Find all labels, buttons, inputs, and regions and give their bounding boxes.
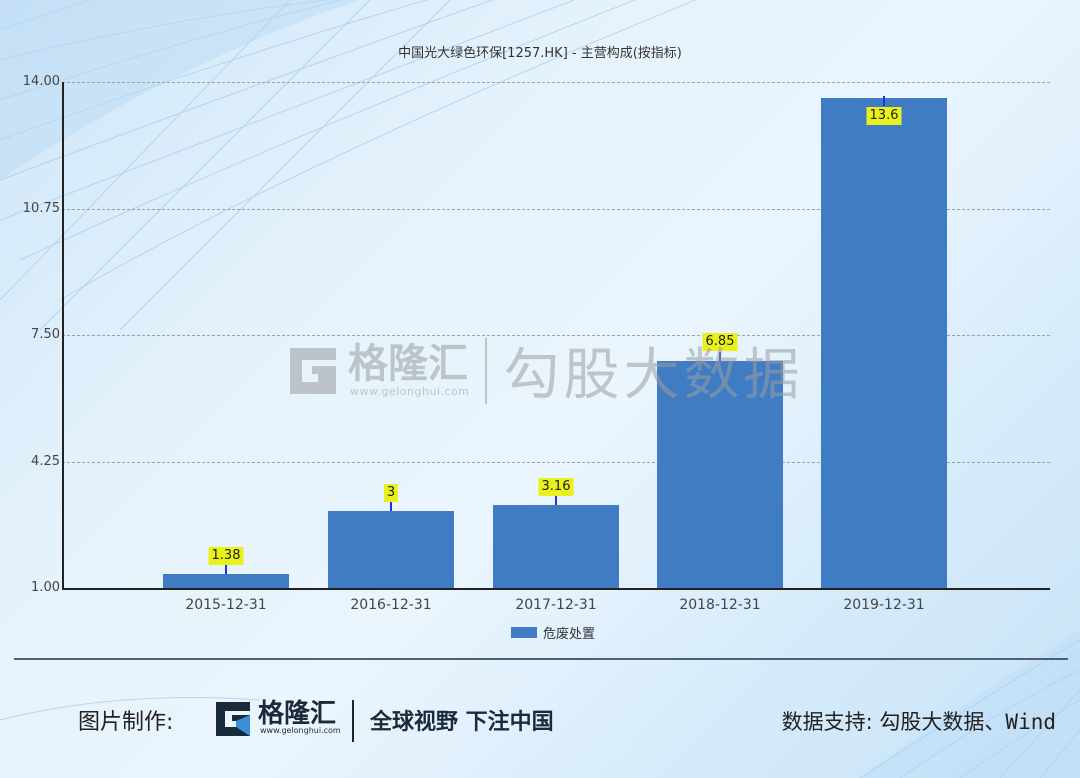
x-tick-label: 2017-12-31 (515, 597, 597, 613)
label-pointer (883, 96, 885, 106)
legend-swatch (511, 627, 537, 638)
gridline-14 (62, 82, 1050, 83)
footer-logo: 格隆汇 www.gelonghui.com (214, 700, 341, 738)
y-tick-label: 4.25 (31, 454, 60, 469)
x-tick-label: 2019-12-31 (843, 597, 925, 613)
label-pointer (225, 565, 227, 574)
label-pointer (719, 352, 721, 361)
y-axis (62, 82, 64, 590)
bar-2018[interactable] (657, 361, 783, 589)
footer-logo-url: www.gelonghui.com (260, 726, 341, 735)
gridline-4-25 (62, 462, 1050, 463)
data-label-2015: 1.38 (208, 547, 244, 565)
data-label-2017: 3.16 (538, 478, 574, 496)
y-tick-label: 14.00 (22, 74, 60, 89)
y-tick-label: 7.50 (31, 327, 60, 342)
watermark-url: www.gelonghui.com (350, 385, 470, 398)
data-label-2016: 3 (383, 484, 399, 502)
x-tick-label: 2015-12-31 (185, 597, 267, 613)
footer: 图片制作: 格隆汇 www.gelonghui.com 全球视野 下注中国 数据… (0, 700, 1080, 742)
watermark-separator (485, 337, 488, 404)
source-label: 数据支持: (781, 710, 873, 734)
watermark-text: 勾股大数据 (503, 343, 804, 408)
bar-2016[interactable] (328, 511, 454, 589)
footer-maker-label: 图片制作: (78, 710, 174, 735)
footer-divider (14, 658, 1068, 660)
x-axis (62, 588, 1050, 590)
source-cn: 勾股大数据、 (879, 710, 1006, 734)
data-label-2019: 13.6 (866, 107, 902, 125)
plot-area: 1.38 3 3.16 6.85 13.6 2015-12-31 2016-12… (62, 82, 1050, 613)
gridline-7-5 (62, 335, 1050, 336)
footer-logo-brand: 格隆汇 (258, 699, 337, 729)
label-pointer (390, 502, 392, 511)
bar-2017[interactable] (493, 505, 619, 589)
watermark-brand: 格隆汇 (348, 341, 468, 387)
chart-title: 中国光大绿色环保[1257.HK] - 主营构成(按指标) (398, 46, 682, 61)
gridline-10-75 (62, 209, 1050, 210)
data-label-2018: 6.85 (702, 333, 738, 351)
gelonghui-logo-icon (216, 702, 250, 736)
label-pointer (555, 496, 557, 505)
x-tick-label: 2016-12-31 (350, 597, 432, 613)
bar-2015[interactable] (163, 574, 289, 589)
source-en: Wind (1005, 710, 1056, 734)
watermark: 格隆汇 www.gelonghui.com 勾股大数据 (286, 330, 803, 411)
gelonghui-logo-icon (290, 347, 336, 394)
y-tick-label: 1.00 (31, 580, 60, 595)
y-tick-label: 10.75 (22, 201, 60, 216)
bar-2019[interactable] (821, 98, 947, 589)
footer-separator (352, 700, 354, 742)
x-tick-label: 2018-12-31 (679, 597, 761, 613)
footer-source: 数据支持: 勾股大数据、Wind (782, 706, 1056, 736)
footer-slogan: 全球视野 下注中国 (370, 710, 554, 735)
legend[interactable]: 危废处置 (511, 623, 595, 642)
legend-label: 危废处置 (543, 627, 596, 642)
